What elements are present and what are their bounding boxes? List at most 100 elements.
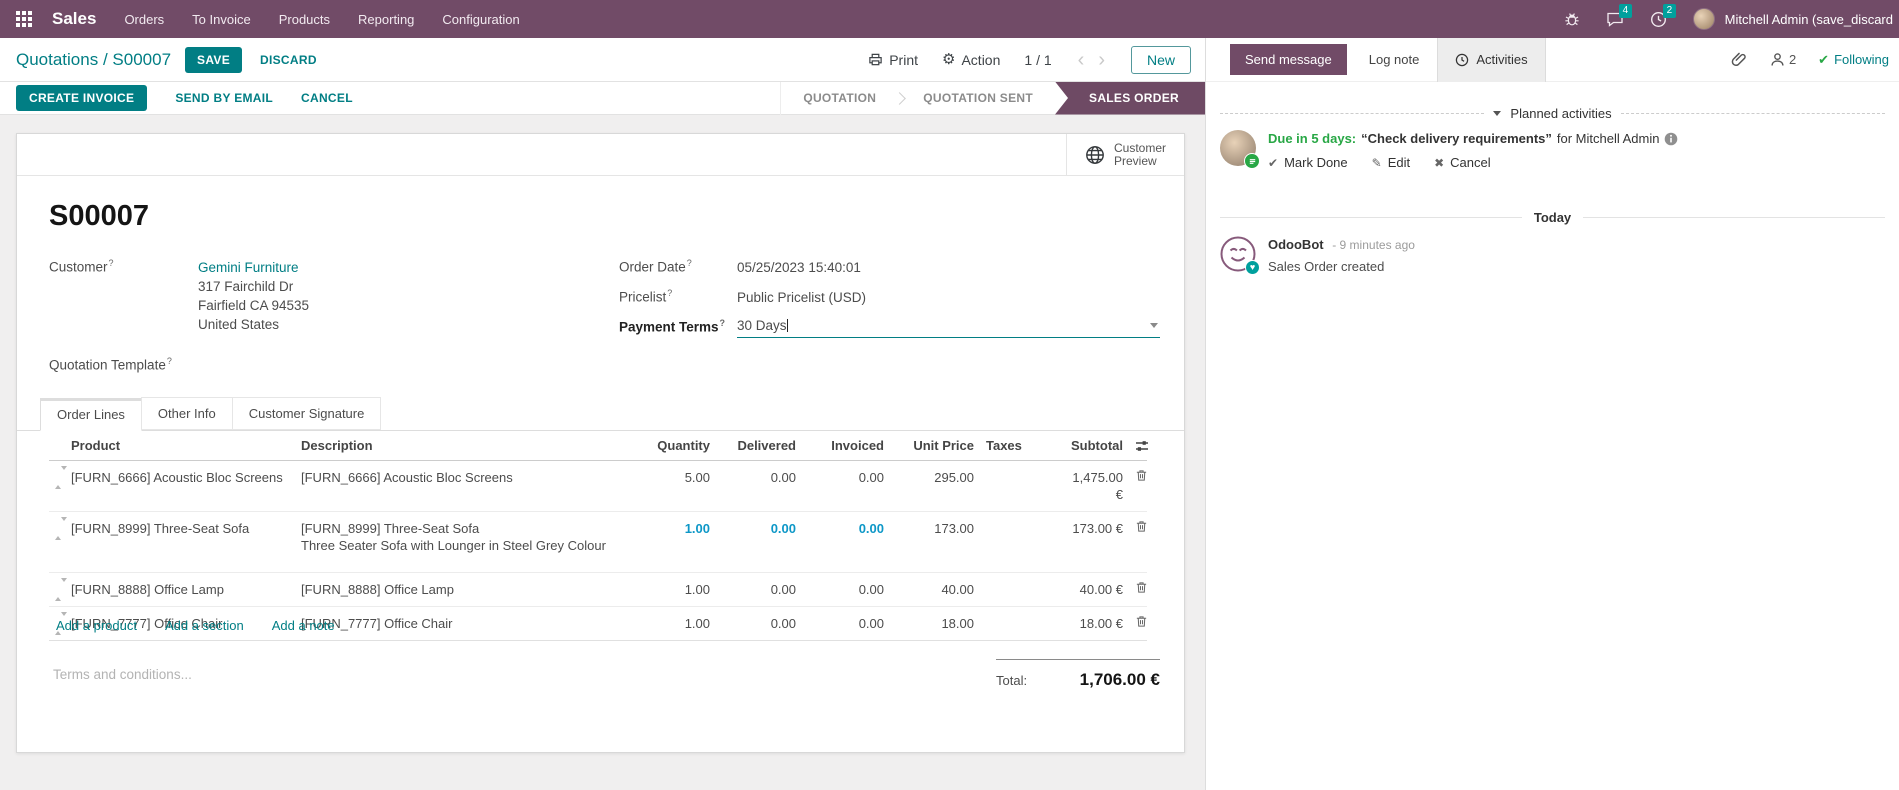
debug-bug-icon[interactable] — [1564, 11, 1580, 27]
dropdown-caret-icon[interactable] — [1150, 323, 1158, 328]
order-date-value[interactable]: 05/25/2023 15:40:01 — [737, 260, 861, 275]
cell-subtotal: 173.00 € — [1060, 511, 1129, 573]
cell-description: [FURN_8999] Three-Seat Sofa Three Seater… — [295, 511, 640, 573]
breadcrumb-quotations[interactable]: Quotations — [16, 49, 99, 69]
cancel-activity-button[interactable]: ✖ Cancel — [1434, 155, 1491, 170]
cell-description: [FURN_7777] Office Chair — [295, 606, 640, 641]
delete-line-icon[interactable] — [1135, 615, 1148, 628]
cancel-button[interactable]: CANCEL — [301, 91, 353, 105]
activity-assignee: for Mitchell Admin — [1556, 131, 1660, 146]
col-unit-price: Unit Price — [890, 431, 980, 461]
cell-invoiced: 0.00 — [802, 511, 890, 573]
pencil-icon: ✎ — [1371, 155, 1382, 170]
mark-done-label: Mark Done — [1284, 155, 1348, 170]
action-button[interactable]: ⚙ Action — [942, 52, 1000, 68]
order-line-row[interactable]: [FURN_8999] Three-Seat Sofa [FURN_8999] … — [49, 511, 1148, 573]
pager-next-icon[interactable]: › — [1098, 48, 1105, 71]
user-avatar[interactable] — [1692, 8, 1715, 30]
cell-subtotal: 40.00 € — [1060, 572, 1129, 607]
message-author[interactable]: OdooBot — [1268, 237, 1324, 252]
cell-delivered: 0.00 — [716, 572, 802, 607]
cell-unit-price: 18.00 — [890, 606, 980, 641]
breadcrumb: Quotations / S00007 — [16, 50, 171, 70]
edit-activity-button[interactable]: ✎ Edit — [1372, 155, 1410, 170]
tab-customer-signature[interactable]: Customer Signature — [231, 397, 382, 430]
optional-columns-icon[interactable] — [1135, 439, 1149, 453]
discard-button[interactable]: DISCARD — [260, 52, 317, 67]
add-a-product-link[interactable]: Add a product — [56, 618, 137, 633]
gear-icon: ⚙ — [942, 51, 956, 68]
pricelist-value[interactable]: Public Pricelist (USD) — [737, 290, 867, 305]
log-note-button[interactable]: Log note — [1368, 52, 1420, 67]
send-message-button[interactable]: Send message — [1230, 44, 1347, 75]
heart-icon: ♥ — [1245, 260, 1260, 275]
order-title: S00007 — [49, 200, 149, 232]
add-a-note-link[interactable]: Add a note — [271, 618, 335, 633]
cell-product: [FURN_8999] Three-Seat Sofa — [65, 511, 295, 573]
stage-bar: QUOTATION QUOTATION SENT SALES ORDER — [780, 81, 1205, 115]
cell-taxes — [980, 460, 1060, 512]
following-label: Following — [1834, 52, 1889, 67]
customer-link[interactable]: Gemini Furniture — [198, 260, 299, 275]
tab-order-lines[interactable]: Order Lines — [40, 398, 142, 431]
customer-preview-button[interactable]: Customer Preview — [1065, 134, 1184, 175]
pricelist-label: Pricelist? — [619, 288, 673, 305]
activities-button[interactable]: Activities — [1437, 37, 1546, 82]
messages-icon[interactable]: 4 — [1606, 4, 1633, 27]
apps-menu-icon[interactable] — [16, 11, 32, 27]
delete-line-icon[interactable] — [1135, 581, 1148, 594]
followers-button[interactable]: 2 — [1770, 52, 1796, 67]
send-by-email-button[interactable]: SEND BY EMAIL — [175, 91, 274, 105]
activity-clock-icon[interactable]: 2 — [1650, 3, 1677, 28]
new-button[interactable]: New — [1130, 45, 1191, 74]
pager: 1 / 1 — [1024, 51, 1052, 68]
drag-handle-icon[interactable] — [49, 460, 67, 512]
today-divider: Today — [1220, 210, 1886, 225]
divider — [1620, 113, 1886, 114]
info-icon[interactable] — [1664, 132, 1678, 146]
action-label: Action — [961, 51, 1001, 68]
cell-product: [FURN_6666] Acoustic Bloc Screens — [65, 460, 295, 512]
add-a-section-link[interactable]: Add a section — [164, 618, 244, 633]
messages-badge: 4 — [1618, 4, 1633, 18]
app-name[interactable]: Sales — [52, 9, 97, 28]
menu-reporting[interactable]: Reporting — [358, 11, 415, 27]
following-check-icon: ✔ — [1818, 51, 1830, 67]
planned-activity-item: Due in 5 days: “Check delivery requireme… — [1220, 130, 1883, 170]
menu-configuration[interactable]: Configuration — [442, 11, 520, 27]
attachment-paperclip-icon[interactable] — [1731, 51, 1748, 68]
order-line-row[interactable]: [FURN_7777] Office Chair [FURN_7777] Off… — [49, 606, 1148, 641]
stage-sales-order[interactable]: SALES ORDER — [1055, 81, 1205, 115]
followers-count: 2 — [1788, 52, 1797, 67]
order-line-row[interactable]: [FURN_8888] Office Lamp [FURN_8888] Offi… — [49, 572, 1148, 607]
stage-quotation-sent[interactable]: QUOTATION SENT — [923, 91, 1034, 105]
mark-done-button[interactable]: ✔ Mark Done — [1268, 155, 1348, 170]
stage-quotation[interactable]: QUOTATION — [803, 91, 877, 105]
drag-handle-icon[interactable] — [49, 511, 67, 573]
create-invoice-button[interactable]: CREATE INVOICE — [16, 85, 148, 111]
terms-and-conditions-field[interactable]: Terms and conditions... — [53, 667, 192, 682]
col-taxes: Taxes — [980, 431, 1060, 461]
print-button[interactable]: Print — [868, 52, 918, 68]
order-line-row[interactable]: [FURN_6666] Acoustic Bloc Screens [FURN_… — [49, 460, 1148, 512]
menu-to-invoice[interactable]: To Invoice — [192, 11, 251, 27]
menu-orders[interactable]: Orders — [124, 11, 165, 27]
order-date-label: Order Date? — [619, 258, 692, 275]
following-button[interactable]: ✔ Following — [1818, 52, 1889, 68]
message-body: Sales Order created — [1268, 259, 1385, 274]
drag-handle-icon[interactable] — [49, 572, 67, 607]
cell-taxes — [980, 572, 1060, 607]
menu-products[interactable]: Products — [278, 11, 331, 27]
breadcrumb-current: S00007 — [112, 49, 172, 69]
quotation-template-label: Quotation Template? — [49, 356, 172, 373]
tab-other-info[interactable]: Other Info — [140, 397, 233, 430]
delete-line-icon[interactable] — [1135, 520, 1148, 533]
save-button[interactable]: SAVE — [185, 46, 243, 73]
user-name[interactable]: Mitchell Admin (save_discard — [1724, 11, 1893, 27]
planned-activities-header[interactable]: Planned activities — [1220, 106, 1886, 121]
payment-terms-input[interactable]: 30 Days — [737, 318, 1160, 338]
pager-previous-icon[interactable]: ‹ — [1077, 48, 1085, 71]
chatter-toolbar: Send message Log note Activities 2 ✔ Fol… — [1206, 37, 1899, 82]
delete-line-icon[interactable] — [1135, 469, 1148, 482]
cell-description: [FURN_8888] Office Lamp — [295, 572, 640, 607]
